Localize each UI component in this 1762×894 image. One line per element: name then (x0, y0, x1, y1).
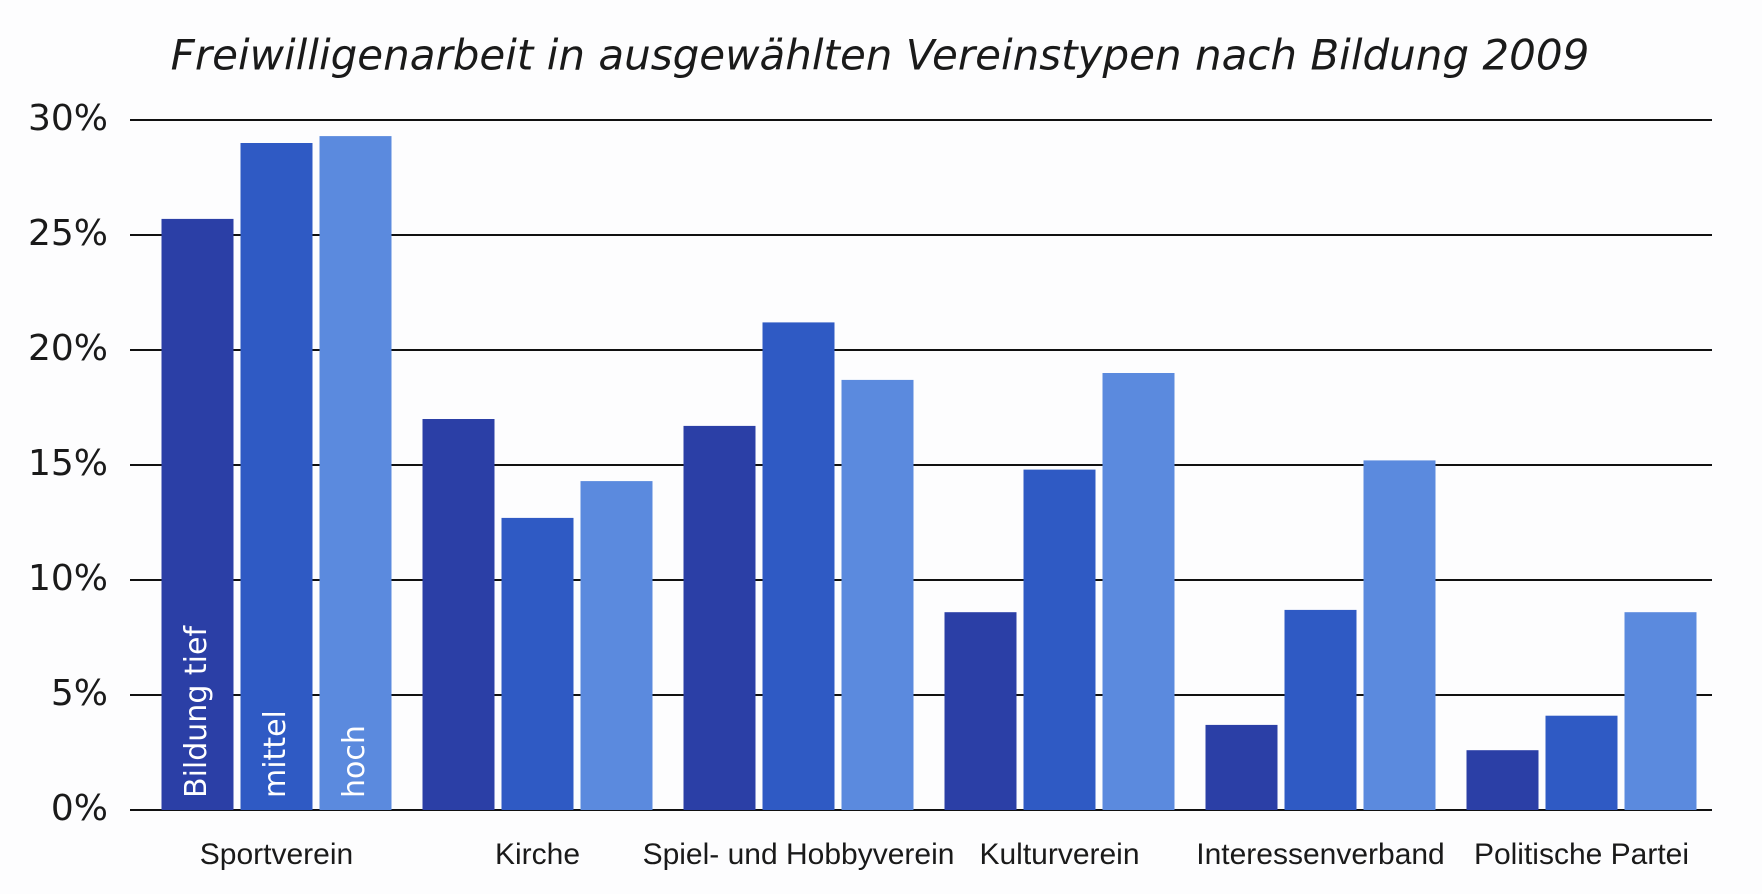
bar (1545, 715, 1618, 810)
bar (240, 143, 313, 810)
x-tick-label: Sportverein (200, 838, 353, 871)
y-tick-label: 20% (28, 328, 108, 369)
bar (501, 517, 574, 810)
y-tick-label: 25% (28, 213, 108, 254)
bar (1363, 460, 1436, 810)
chart-title: Freiwilligenarbeit in ausgewählten Verei… (171, 31, 1590, 80)
legend-label: hoch (337, 725, 372, 798)
bar (422, 419, 495, 810)
bar (580, 481, 653, 810)
bar (1624, 612, 1697, 810)
x-tick-label: Politische Partei (1474, 838, 1689, 871)
x-tick-label: Kulturverein (979, 838, 1139, 871)
x-tick-label: Interessenverband (1196, 838, 1445, 871)
y-tick-label: 0% (51, 788, 108, 829)
y-tick-label: 10% (28, 558, 108, 599)
x-tick-label: Spiel- und Hobbyverein (643, 838, 955, 871)
bar (319, 136, 392, 811)
x-tick-label: Kirche (495, 838, 580, 871)
y-tick-label: 5% (51, 673, 108, 714)
bar (1466, 750, 1539, 810)
y-tick-label: 15% (28, 443, 108, 484)
bar (1102, 373, 1175, 810)
legend-label: mittel (258, 710, 293, 798)
bar (1284, 609, 1357, 810)
y-tick-label: 30% (28, 98, 108, 139)
bar (841, 379, 914, 810)
legend-label: Bildung tief (179, 625, 214, 798)
bar (944, 612, 1017, 810)
bar (161, 218, 234, 810)
bar (1023, 469, 1096, 810)
bar (683, 425, 756, 810)
bar (1205, 724, 1278, 810)
bar (762, 322, 835, 810)
